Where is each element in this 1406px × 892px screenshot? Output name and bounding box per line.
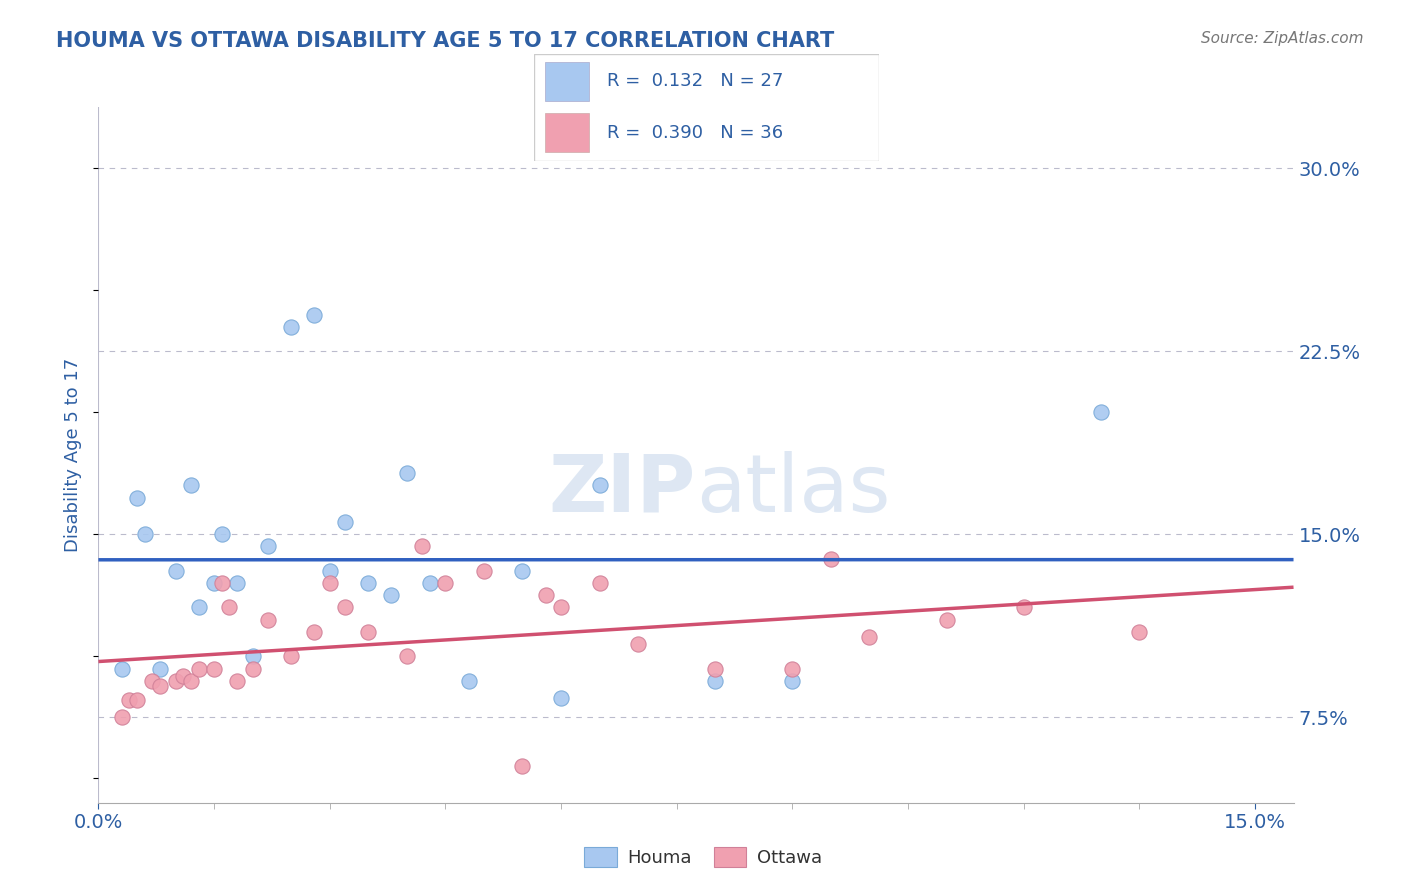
Point (434, 576, 457, 591)
Point (280, 319, 302, 334)
Point (110, 710, 132, 724)
Point (149, 661, 172, 675)
Point (782, 673, 804, 688)
Point (357, 576, 380, 591)
Point (333, 515, 356, 529)
Point (226, 673, 249, 688)
Point (257, 540, 280, 554)
Point (165, 564, 187, 578)
Point (1128, 624, 1150, 639)
Point (110, 661, 132, 675)
Point (935, 613, 957, 627)
Point (550, 600, 572, 615)
Point (411, 540, 433, 554)
Point (187, 661, 209, 675)
FancyBboxPatch shape (534, 54, 879, 161)
Point (333, 600, 356, 615)
Point (280, 649, 302, 664)
Point (858, 630, 880, 644)
Point (304, 624, 326, 639)
Point (211, 576, 233, 591)
Point (242, 649, 264, 664)
Point (257, 613, 280, 627)
Point (512, 564, 534, 578)
Point (588, 478, 610, 492)
Point (141, 673, 163, 688)
Point (319, 564, 342, 578)
Point (704, 673, 727, 688)
Point (627, 637, 650, 651)
FancyBboxPatch shape (544, 62, 589, 101)
Point (1090, 405, 1112, 419)
Point (218, 600, 240, 615)
Point (242, 661, 264, 675)
Text: Source: ZipAtlas.com: Source: ZipAtlas.com (1201, 31, 1364, 46)
Point (472, 564, 495, 578)
Point (319, 576, 342, 591)
Point (304, 308, 326, 322)
Point (395, 649, 418, 664)
Text: R =  0.390   N = 36: R = 0.390 N = 36 (606, 124, 783, 142)
Point (534, 588, 557, 602)
Point (782, 661, 804, 675)
Point (1012, 600, 1035, 615)
Point (180, 478, 202, 492)
Point (165, 673, 187, 688)
Point (588, 576, 610, 591)
Text: atlas: atlas (696, 450, 890, 529)
Point (202, 661, 225, 675)
Point (202, 576, 225, 591)
Point (357, 624, 380, 639)
Y-axis label: Disability Age 5 to 17: Disability Age 5 to 17 (65, 358, 83, 552)
Text: ZIP: ZIP (548, 450, 696, 529)
Point (550, 690, 572, 705)
Text: R =  0.132   N = 27: R = 0.132 N = 27 (606, 72, 783, 90)
Point (419, 576, 441, 591)
Point (149, 679, 172, 693)
Point (134, 527, 156, 541)
Legend: Houma, Ottawa: Houma, Ottawa (576, 839, 830, 874)
Point (125, 491, 148, 505)
Point (457, 673, 479, 688)
Point (125, 693, 148, 707)
Point (704, 661, 727, 675)
Point (820, 551, 842, 566)
Point (172, 669, 194, 683)
Point (187, 600, 209, 615)
Point (380, 588, 402, 602)
Point (180, 673, 202, 688)
FancyBboxPatch shape (544, 113, 589, 152)
Point (118, 693, 141, 707)
Text: HOUMA VS OTTAWA DISABILITY AGE 5 TO 17 CORRELATION CHART: HOUMA VS OTTAWA DISABILITY AGE 5 TO 17 C… (56, 31, 835, 51)
Point (512, 759, 534, 773)
Point (395, 467, 418, 481)
Point (211, 527, 233, 541)
Point (226, 576, 249, 591)
